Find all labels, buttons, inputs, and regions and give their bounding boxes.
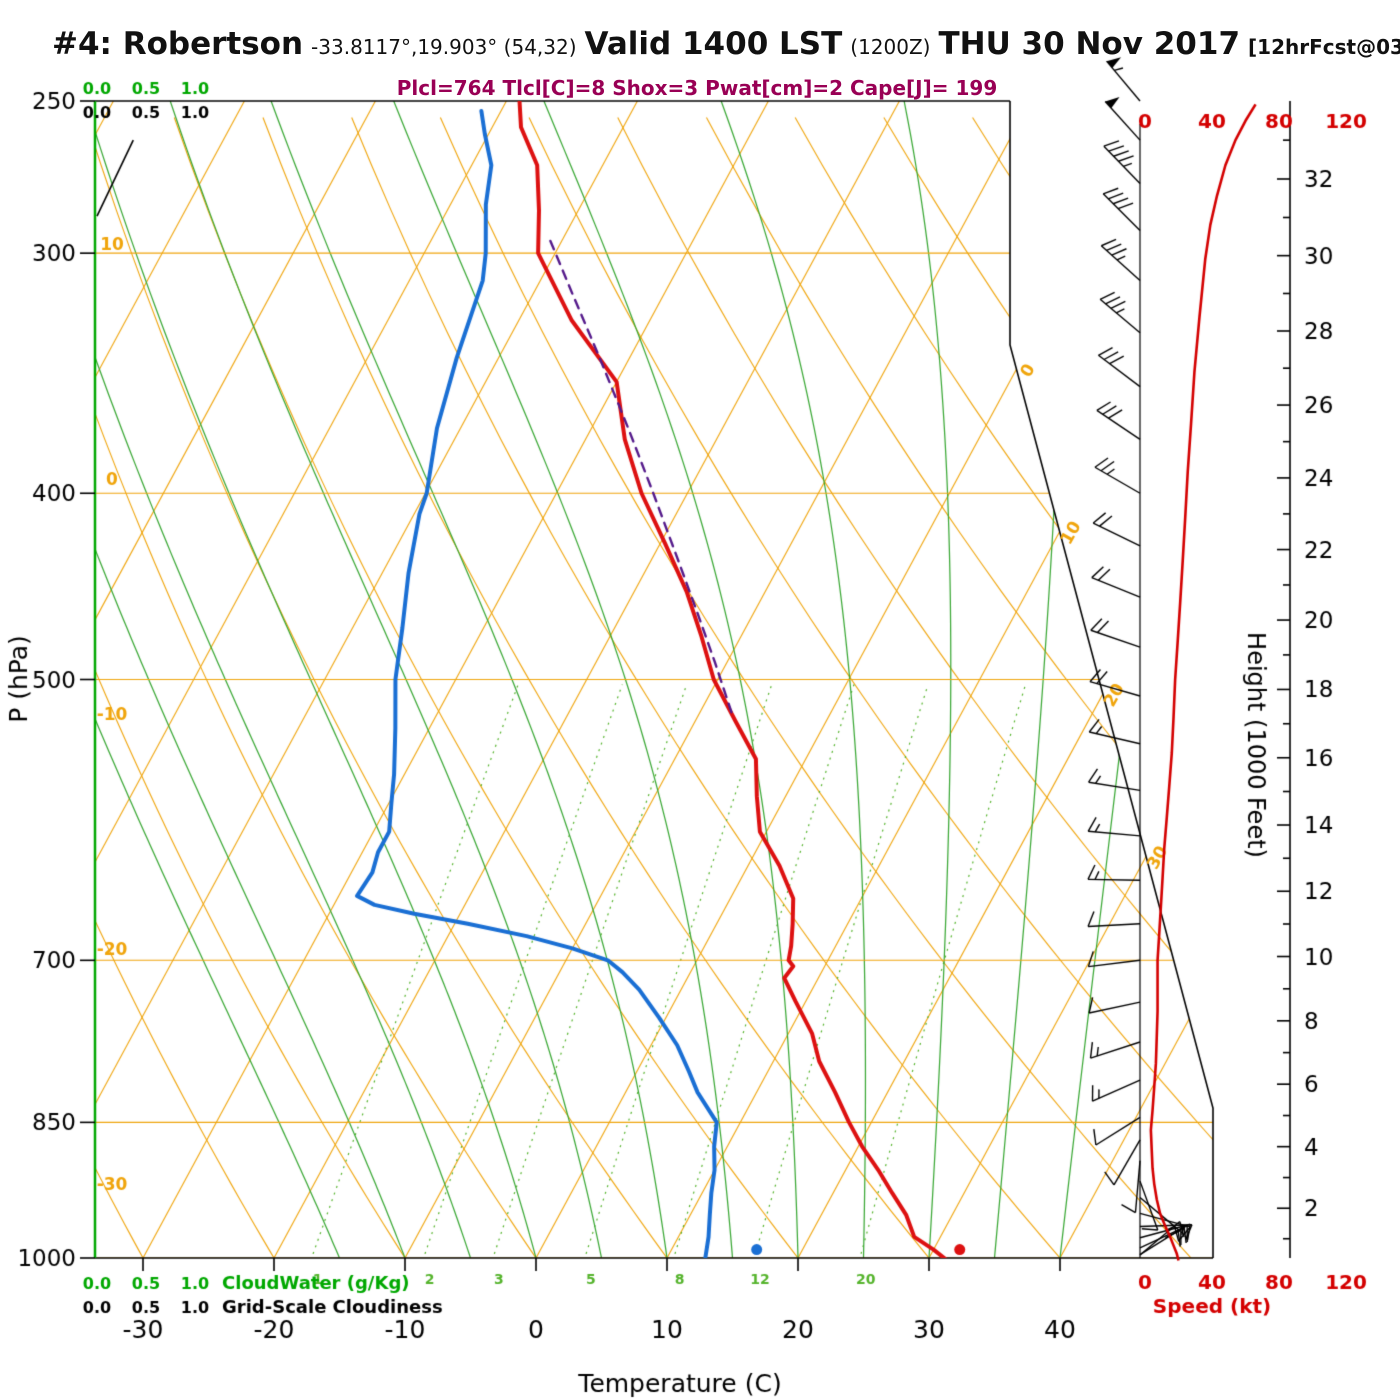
valid-date: THU 30 Nov 2017 bbox=[938, 26, 1241, 62]
valid-time: Valid 1400 LST bbox=[584, 26, 843, 62]
valid-zulu: (1200Z) bbox=[850, 35, 931, 59]
chart-title: #4: Robertson -33.8117°,19.903° (54,32) … bbox=[52, 26, 1400, 62]
station-name: #4: Robertson bbox=[52, 26, 304, 62]
forecast-info: [12hrFcst@0356z] bbox=[1248, 35, 1400, 59]
sounding-indices: Plcl=764 Tlcl[C]=8 Shox=3 Pwat[cm]=2 Cap… bbox=[396, 76, 998, 100]
station-coords: -33.8117°,19.903° (54,32) bbox=[311, 35, 577, 59]
